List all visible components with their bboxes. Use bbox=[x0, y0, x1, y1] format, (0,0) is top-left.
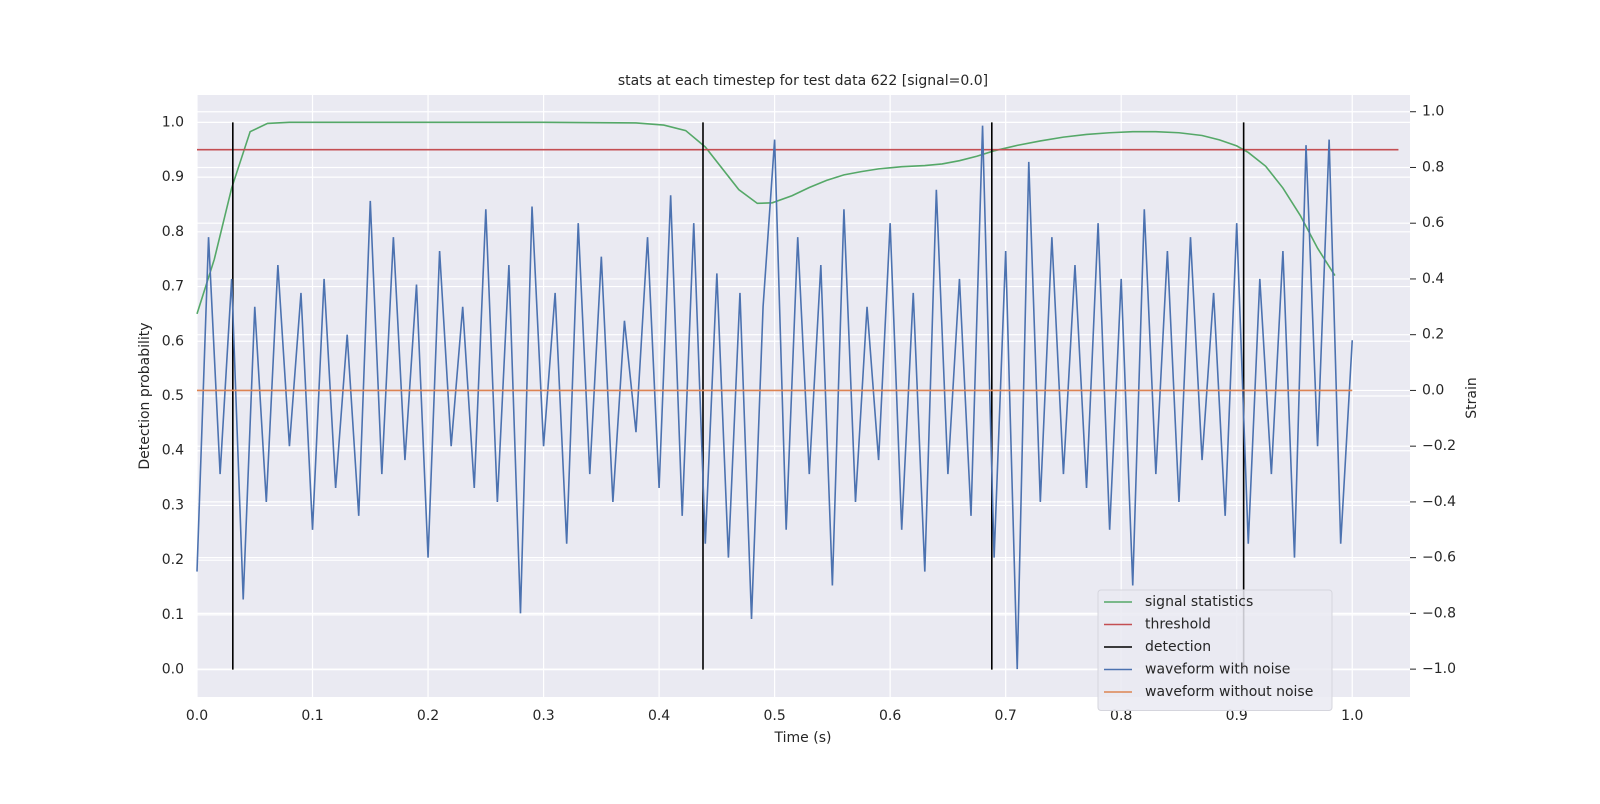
x-axis-label: Time (s) bbox=[774, 730, 832, 746]
y-tick-label: 0.4 bbox=[162, 443, 184, 459]
series-line bbox=[196, 121, 1336, 315]
x-tick-label: 0.6 bbox=[879, 708, 901, 724]
y2-tick-label: 0.0 bbox=[1422, 382, 1444, 398]
x-tick-label: 0.2 bbox=[417, 708, 439, 724]
y2-tick-label: −0.2 bbox=[1422, 438, 1456, 454]
x-tick-label: 0.0 bbox=[186, 708, 208, 724]
y-tick-label: 0.3 bbox=[162, 497, 184, 513]
legend-box bbox=[1097, 589, 1333, 711]
x-tick-label: 0.5 bbox=[763, 708, 785, 724]
y-axis-label: Detection probability bbox=[137, 322, 153, 469]
x-tick-label: 0.9 bbox=[1226, 708, 1248, 724]
x-tick-label: 0.7 bbox=[995, 708, 1017, 724]
y2-tick-label: 0.4 bbox=[1422, 271, 1444, 287]
y2-tick-label: −1.0 bbox=[1422, 661, 1456, 677]
y2-tick-label: 0.8 bbox=[1422, 159, 1444, 175]
y2-tick-label: 1.0 bbox=[1422, 104, 1444, 120]
series-line bbox=[196, 125, 1354, 670]
y-tick-label: 0.5 bbox=[162, 388, 184, 404]
y2-tick-label: 0.6 bbox=[1422, 215, 1444, 231]
y-tick-label: 0.6 bbox=[162, 333, 184, 349]
y-tick-label: 0.0 bbox=[162, 662, 184, 678]
y2-tick-label: −0.4 bbox=[1422, 494, 1456, 510]
legend-item: waveform with noise bbox=[1145, 662, 1290, 678]
y2-tick-label: −0.6 bbox=[1422, 550, 1456, 566]
legend-item: threshold bbox=[1145, 617, 1211, 633]
y-tick-label: 0.9 bbox=[162, 169, 184, 185]
x-tick-label: 0.4 bbox=[648, 708, 670, 724]
y-tick-label: 0.8 bbox=[162, 224, 184, 240]
y2-tick-label: 0.2 bbox=[1422, 327, 1444, 343]
y2-axis-label: Strain bbox=[1464, 377, 1480, 418]
legend-item: signal statistics bbox=[1145, 594, 1253, 610]
chart-title: stats at each timestep for test data 622… bbox=[618, 73, 988, 89]
y-tick-label: 0.7 bbox=[162, 279, 184, 295]
y2-tick-label: −0.8 bbox=[1422, 605, 1456, 621]
legend-item: waveform without noise bbox=[1145, 684, 1313, 700]
y-tick-label: 0.1 bbox=[162, 607, 184, 623]
x-tick-label: 1.0 bbox=[1341, 708, 1363, 724]
legend-item: detection bbox=[1145, 639, 1211, 655]
y-tick-label: 1.0 bbox=[162, 114, 184, 130]
x-tick-label: 0.3 bbox=[532, 708, 554, 724]
x-tick-label: 0.1 bbox=[301, 708, 323, 724]
y-tick-label: 0.2 bbox=[162, 552, 184, 568]
x-tick-label: 0.8 bbox=[1110, 708, 1132, 724]
